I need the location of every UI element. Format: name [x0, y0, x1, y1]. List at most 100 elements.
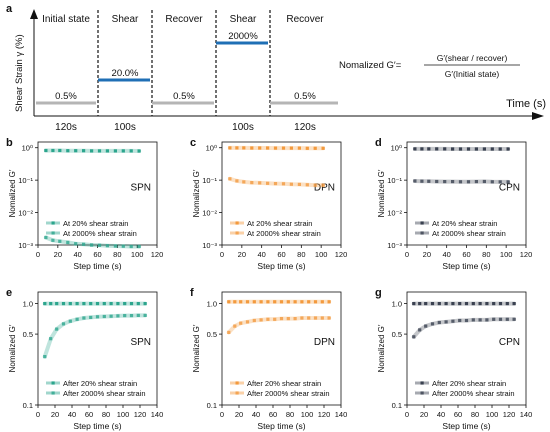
data-point — [478, 318, 482, 322]
data-point — [82, 302, 86, 306]
data-point — [95, 302, 100, 306]
x-tick-label: 100 — [315, 250, 328, 259]
x-tick-label: 20 — [54, 250, 62, 259]
data-point — [492, 317, 496, 321]
data-point — [136, 313, 140, 317]
x-tick-label: 100 — [117, 410, 130, 419]
x-axis-label: Step time (s) — [442, 261, 490, 271]
data-point — [485, 318, 489, 322]
legend-label: At 2000% shear strain — [63, 229, 137, 238]
data-point — [289, 182, 293, 186]
legend-label: At 2000% shear strain — [247, 229, 321, 238]
data-point — [412, 335, 416, 339]
data-point — [95, 315, 100, 319]
y-tick-label: 1.0 — [392, 300, 402, 309]
data-point — [123, 314, 127, 318]
legend-marker — [51, 381, 55, 385]
legend-label: At 2000% shear strain — [432, 229, 506, 238]
chart-panel-e: e 0 20 40 60 80 100 120 140 0.1 0.5 1.0 Step time (s… — [6, 287, 163, 431]
data-point — [281, 182, 286, 186]
data-point — [266, 146, 270, 150]
x-tick-label: 40 — [257, 250, 265, 259]
y-tick-label: 0.1 — [23, 401, 33, 410]
x-tick-label: 100 — [486, 410, 499, 419]
data-point — [482, 147, 486, 151]
data-point — [490, 147, 494, 151]
y-tick-label: 0.1 — [207, 401, 217, 410]
x-tick-label: 100 — [301, 410, 314, 419]
data-point — [427, 147, 431, 151]
data-point — [228, 146, 232, 150]
data-point — [458, 302, 462, 306]
data-point — [293, 300, 297, 304]
data-point — [305, 183, 309, 187]
data-point — [68, 319, 72, 323]
data-point — [286, 300, 290, 304]
strain-value: 2000% — [228, 31, 258, 42]
data-point — [466, 147, 471, 151]
data-point — [74, 242, 78, 246]
panel-label: c — [190, 137, 196, 149]
data-point — [279, 300, 284, 304]
y-tick-label: 10⁻² — [18, 209, 33, 218]
legend-label: At 20% shear strain — [63, 219, 128, 228]
phase-duration: 100s — [232, 122, 254, 133]
data-point — [105, 149, 109, 153]
data-point — [259, 300, 263, 304]
normalization-formula: Nomalized G′= G′(shear / recover) G′(Ini… — [339, 53, 520, 79]
data-point — [492, 302, 496, 306]
y-tick-label: 10⁻¹ — [18, 176, 33, 185]
data-point — [55, 302, 59, 306]
data-point — [451, 319, 455, 323]
data-point — [239, 321, 243, 325]
data-point — [443, 180, 447, 184]
legend-marker — [51, 391, 55, 395]
x-tick-label: 0 — [36, 410, 40, 419]
y-tick-label: 10⁻² — [387, 209, 402, 218]
phase-duration: 120s — [55, 122, 77, 133]
data-point — [43, 355, 47, 359]
data-point — [227, 300, 231, 304]
legend-label: At 20% shear strain — [247, 219, 312, 228]
data-point — [485, 302, 489, 306]
y-tick-label: 10⁻¹ — [202, 176, 217, 185]
data-point — [512, 317, 516, 321]
data-point — [313, 183, 317, 187]
data-point — [293, 317, 297, 321]
data-point — [305, 146, 309, 150]
plot-frame — [221, 291, 342, 406]
x-tick-label: 0 — [220, 410, 224, 419]
data-point — [82, 242, 86, 246]
legend-marker — [235, 391, 239, 395]
sample-label: SPN — [130, 337, 151, 348]
x-tick-label: 40 — [68, 410, 76, 419]
data-point — [458, 180, 463, 184]
legend-marker — [420, 231, 424, 235]
data-point — [297, 182, 301, 186]
data-point — [427, 179, 431, 183]
panel-label-a: a — [6, 3, 13, 15]
series-line — [226, 316, 332, 335]
data-point — [74, 149, 78, 153]
x-tick-label: 100 — [500, 250, 513, 259]
chart-panels: b 0 20 40 60 80 100 120 10⁻³ 10⁻² 10⁻¹ 10⁰ Step time… — [6, 137, 532, 431]
strain-value: 0.5% — [173, 91, 195, 102]
data-point — [506, 180, 510, 184]
x-tick-label: 20 — [51, 410, 59, 419]
data-point — [66, 240, 70, 244]
data-point — [320, 300, 324, 304]
data-point — [97, 243, 102, 247]
phase-name: Shear — [230, 14, 257, 25]
x-tick-label: 0 — [405, 410, 409, 419]
data-point — [90, 149, 94, 153]
data-point — [109, 314, 113, 318]
data-point — [258, 181, 262, 185]
y-tick-label: 10⁰ — [22, 144, 33, 153]
data-point — [327, 316, 331, 320]
data-point — [235, 179, 239, 183]
y-tick-label: 1.0 — [207, 300, 217, 309]
x-axis-label: Step time (s) — [73, 421, 121, 431]
x-tick-label: 80 — [297, 250, 305, 259]
sample-label: CPN — [499, 182, 520, 193]
